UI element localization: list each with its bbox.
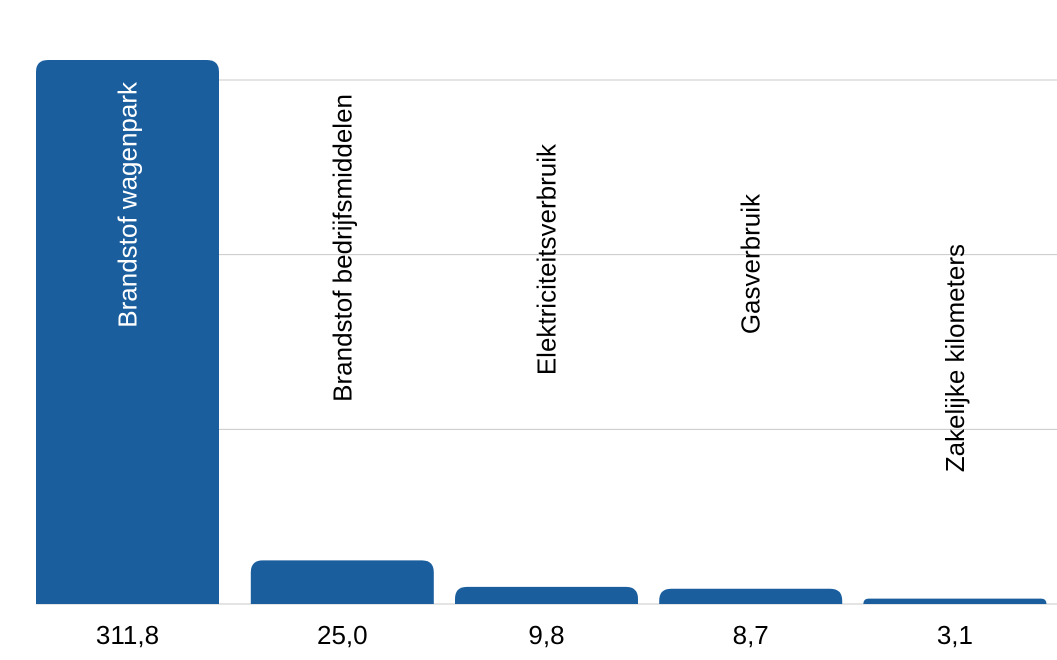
bar <box>455 586 638 604</box>
bars <box>36 60 1047 604</box>
category-label: Brandstof bedrijfsmiddelen <box>327 94 357 402</box>
value-label: 25,0 <box>317 620 368 650</box>
category-labels: Brandstof wagenpark Brandstof bedrijfsmid… <box>113 81 970 472</box>
value-label: 3,1 <box>937 620 973 650</box>
bar <box>659 588 843 604</box>
value-label: 8,7 <box>733 620 769 650</box>
category-label: Zakelijke kilometers <box>940 244 970 472</box>
value-label: 9,8 <box>528 620 564 650</box>
category-label: Elektriciteitsverbruik <box>532 143 562 375</box>
category-label: Gasverbruik <box>736 193 766 334</box>
category-label: Brandstof wagenpark <box>113 81 143 328</box>
value-labels: 311,8 25,0 9,8 8,7 3,1 <box>96 620 973 650</box>
bar <box>36 60 219 604</box>
value-label: 311,8 <box>96 620 159 650</box>
bar <box>863 598 1047 604</box>
bar <box>250 560 434 604</box>
